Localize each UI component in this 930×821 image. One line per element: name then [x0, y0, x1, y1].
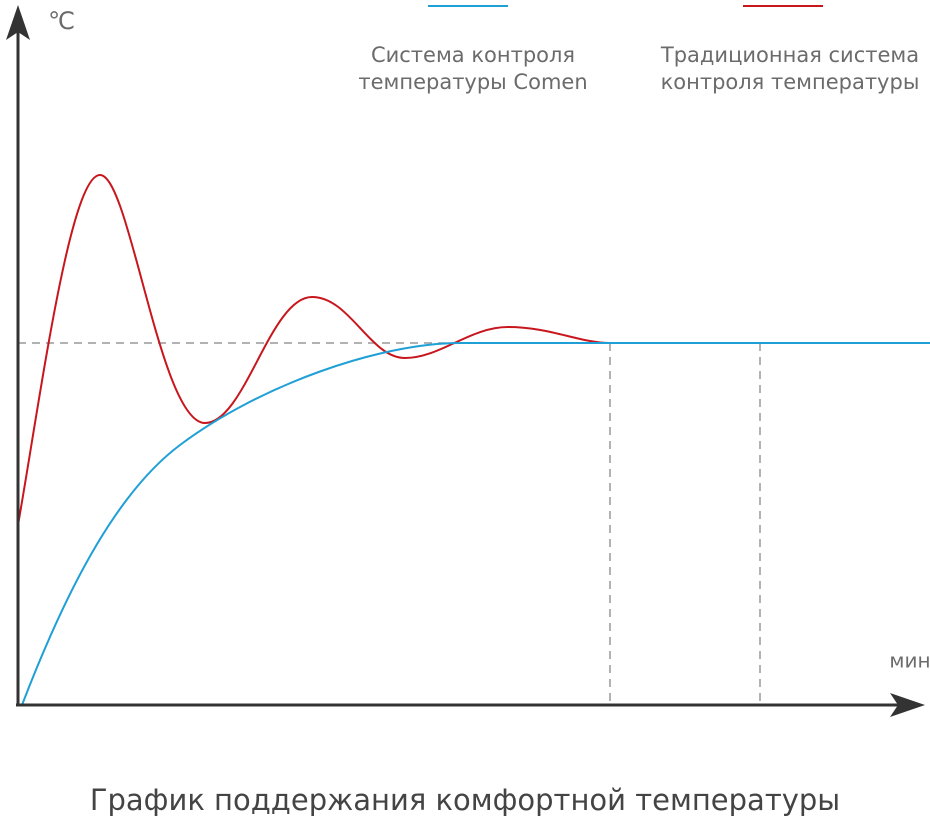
chart-title: График поддержания комфортной температур… [90, 783, 840, 817]
legend-label: Традиционная система [660, 43, 919, 67]
y-unit: ℃ [48, 7, 75, 35]
legend-label: температуры Comen [358, 70, 587, 94]
comen-curve [21, 342, 930, 706]
traditional-curve [17, 173, 930, 526]
x-unit: мин [889, 649, 930, 673]
legend-label: Система контроля [371, 43, 575, 67]
y-axis-arrow [6, 5, 30, 40]
legend-label: контроля температуры [661, 70, 920, 94]
x-axis-arrow [890, 693, 925, 717]
